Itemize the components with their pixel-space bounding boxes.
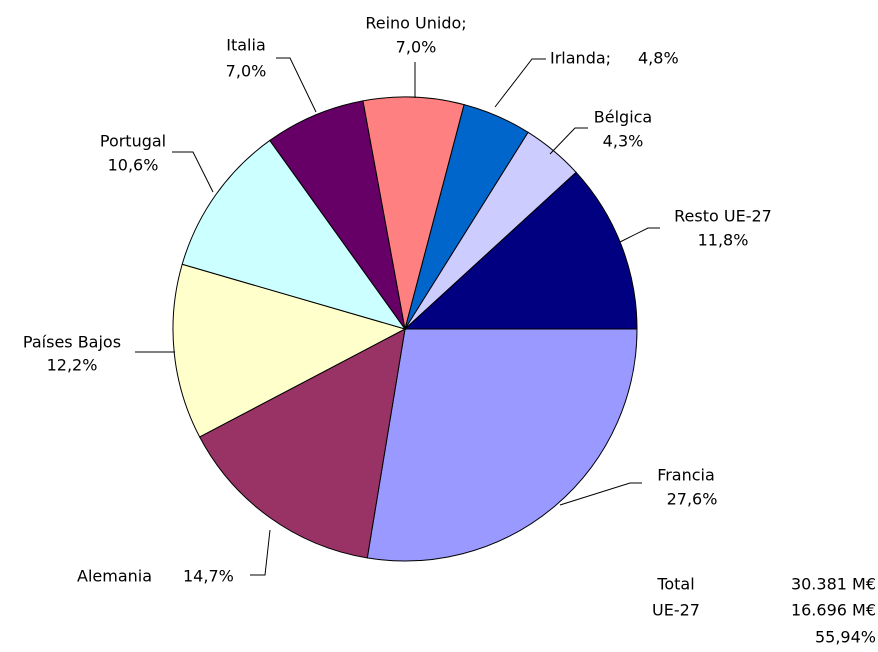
slice-label: Alemania xyxy=(77,567,152,586)
value-label: 14,7% xyxy=(183,567,234,586)
value-label: 12,2% xyxy=(47,356,98,375)
slice-label: Francia xyxy=(657,466,715,485)
value-label: 7,0% xyxy=(226,62,267,81)
leader-line xyxy=(549,127,588,155)
pie-slice xyxy=(403,171,638,330)
value-label: 10,6% xyxy=(108,156,159,175)
summary-label: UE-27 xyxy=(652,601,700,620)
value-label: 4,8% xyxy=(638,49,679,68)
summary-value: 30.381 M€ xyxy=(791,575,876,594)
leader-line xyxy=(276,57,317,113)
slice-label: Reino Unido; xyxy=(365,14,466,33)
pie-slice xyxy=(198,328,406,559)
leader-line xyxy=(619,227,660,243)
value-label: 27,6% xyxy=(667,490,718,509)
slice-label: Bélgica xyxy=(594,108,652,127)
leader-line xyxy=(494,58,546,108)
pie-slice xyxy=(269,100,406,330)
summary-value: 55,94% xyxy=(815,628,876,647)
summary-value: 16.696 M€ xyxy=(791,601,876,620)
leader-line xyxy=(172,151,214,193)
slice-label: Irlanda; xyxy=(550,49,611,68)
pie-slice xyxy=(366,328,638,562)
summary-label: Total xyxy=(656,575,694,594)
value-label: 4,3% xyxy=(603,132,644,151)
slice-label: Países Bajos xyxy=(23,333,121,352)
leader-line xyxy=(250,529,271,576)
value-label: 7,0% xyxy=(396,38,437,57)
slice-label: Resto UE-27 xyxy=(674,207,772,226)
value-label: 11,8% xyxy=(698,231,749,250)
slice-label: Portugal xyxy=(100,132,166,151)
pie-slice xyxy=(181,139,407,330)
leader-line xyxy=(559,482,642,506)
pie-slice xyxy=(362,96,465,330)
slice-label: Italia xyxy=(226,36,266,55)
